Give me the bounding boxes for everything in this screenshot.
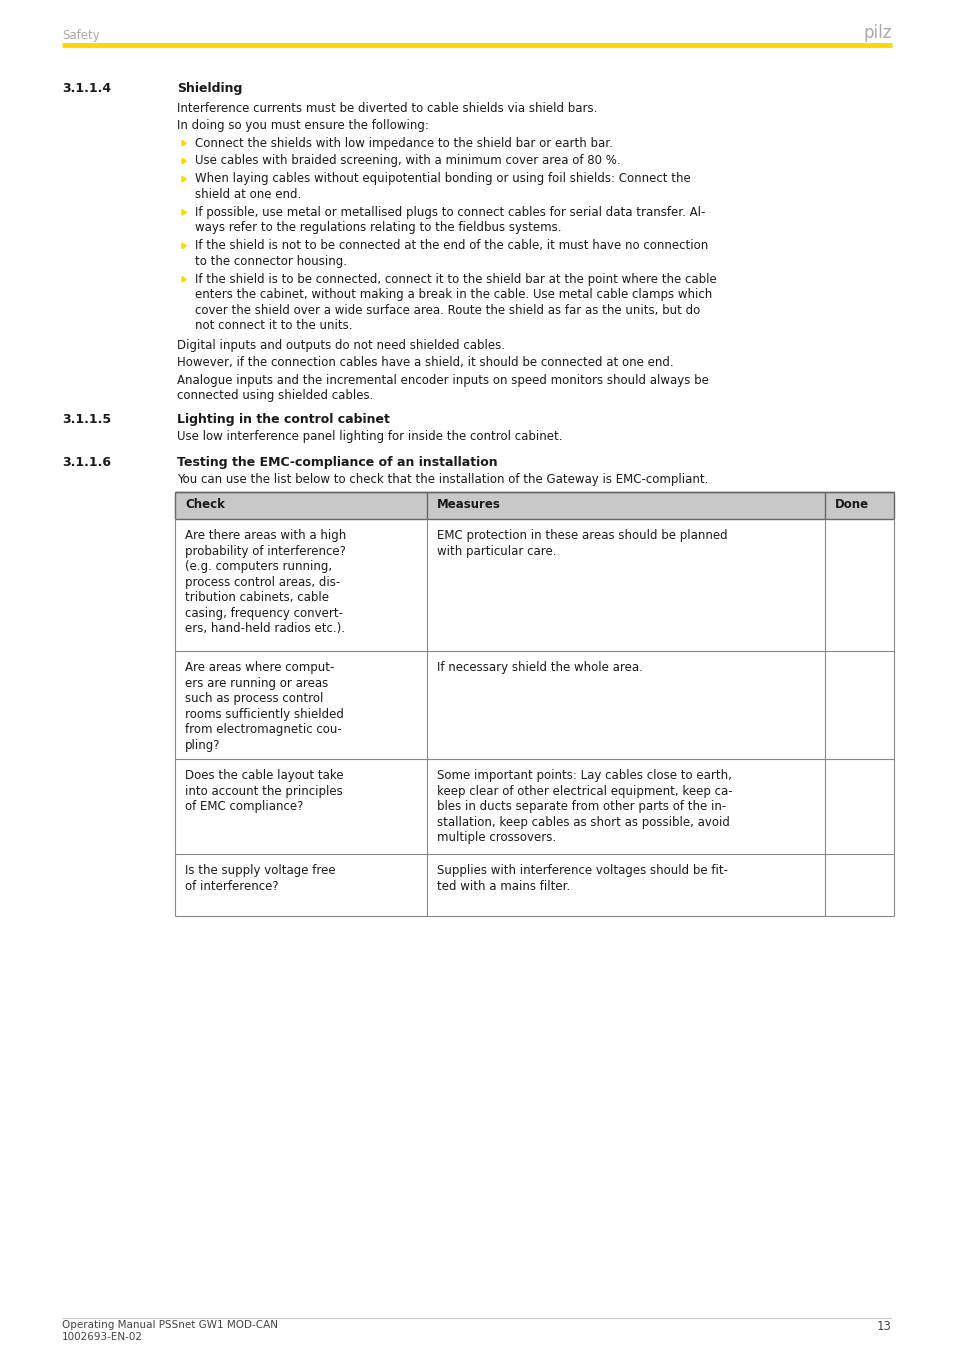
Text: pilz: pilz — [862, 24, 891, 42]
Polygon shape — [182, 209, 186, 215]
Text: bles in ducts separate from other parts of the in-: bles in ducts separate from other parts … — [436, 801, 725, 813]
Text: ways refer to the regulations relating to the fieldbus systems.: ways refer to the regulations relating t… — [194, 221, 561, 234]
Text: rooms sufficiently shielded: rooms sufficiently shielded — [185, 707, 343, 721]
Text: enters the cabinet, without making a break in the cable. Use metal cable clamps : enters the cabinet, without making a bre… — [194, 288, 712, 301]
Polygon shape — [182, 177, 186, 182]
Text: Is the supply voltage free: Is the supply voltage free — [185, 864, 335, 878]
Bar — [174, 493, 893, 520]
Text: to the connector housing.: to the connector housing. — [194, 255, 347, 267]
Text: However, if the connection cables have a shield, it should be connected at one e: However, if the connection cables have a… — [177, 356, 673, 370]
Text: of EMC compliance?: of EMC compliance? — [185, 801, 303, 813]
Text: ers are running or areas: ers are running or areas — [185, 676, 328, 690]
Text: 13: 13 — [876, 1320, 891, 1332]
Text: keep clear of other electrical equipment, keep ca-: keep clear of other electrical equipment… — [436, 784, 732, 798]
Text: Done: Done — [834, 498, 868, 512]
Text: Digital inputs and outputs do not need shielded cables.: Digital inputs and outputs do not need s… — [177, 339, 504, 352]
Text: cover the shield over a wide surface area. Route the shield as far as the units,: cover the shield over a wide surface are… — [194, 304, 700, 316]
Text: such as process control: such as process control — [185, 693, 323, 705]
Text: ted with a mains filter.: ted with a mains filter. — [436, 880, 570, 892]
Text: When laying cables without equipotential bonding or using foil shields: Connect : When laying cables without equipotential… — [194, 173, 690, 185]
Text: Some important points: Lay cables close to earth,: Some important points: Lay cables close … — [436, 769, 731, 782]
Text: Check: Check — [185, 498, 225, 512]
Text: pling?: pling? — [185, 738, 220, 752]
Text: from electromagnetic cou-: from electromagnetic cou- — [185, 724, 341, 736]
Text: process control areas, dis-: process control areas, dis- — [185, 575, 340, 589]
Text: Use low interference panel lighting for inside the control cabinet.: Use low interference panel lighting for … — [177, 431, 562, 443]
Text: Are areas where comput-: Are areas where comput- — [185, 662, 334, 674]
Text: Use cables with braided screening, with a minimum cover area of 80 %.: Use cables with braided screening, with … — [194, 154, 620, 167]
Text: Testing the EMC-compliance of an installation: Testing the EMC-compliance of an install… — [177, 456, 497, 468]
Text: Safety: Safety — [62, 28, 100, 42]
Text: shield at one end.: shield at one end. — [194, 188, 301, 201]
Text: casing, frequency convert-: casing, frequency convert- — [185, 606, 343, 620]
Text: Are there areas with a high: Are there areas with a high — [185, 529, 346, 543]
Text: Interference currents must be diverted to cable shields via shield bars.: Interference currents must be diverted t… — [177, 101, 597, 115]
Text: into account the principles: into account the principles — [185, 784, 342, 798]
Text: not connect it to the units.: not connect it to the units. — [194, 319, 352, 332]
Text: multiple crossovers.: multiple crossovers. — [436, 832, 556, 844]
Text: Measures: Measures — [436, 498, 500, 512]
Text: 3.1.1.6: 3.1.1.6 — [62, 456, 111, 468]
Text: of interference?: of interference? — [185, 880, 278, 892]
Text: 3.1.1.5: 3.1.1.5 — [62, 413, 111, 425]
Text: If possible, use metal or metallised plugs to connect cables for serial data tra: If possible, use metal or metallised plu… — [194, 205, 704, 219]
Text: If the shield is to be connected, connect it to the shield bar at the point wher: If the shield is to be connected, connec… — [194, 273, 716, 285]
Text: Operating Manual PSSnet GW1 MOD-CAN: Operating Manual PSSnet GW1 MOD-CAN — [62, 1320, 277, 1330]
Polygon shape — [182, 158, 186, 163]
Text: You can use the list below to check that the installation of the Gateway is EMC-: You can use the list below to check that… — [177, 474, 708, 486]
Bar — [174, 651, 893, 759]
Bar — [174, 520, 893, 651]
Text: (e.g. computers running,: (e.g. computers running, — [185, 560, 332, 574]
Text: Supplies with interference voltages should be fit-: Supplies with interference voltages shou… — [436, 864, 727, 878]
Text: Analogue inputs and the incremental encoder inputs on speed monitors should alwa: Analogue inputs and the incremental enco… — [177, 374, 708, 387]
Text: ers, hand-held radios etc.).: ers, hand-held radios etc.). — [185, 622, 345, 634]
Text: connected using shielded cables.: connected using shielded cables. — [177, 389, 373, 402]
Text: tribution cabinets, cable: tribution cabinets, cable — [185, 591, 329, 603]
Text: If necessary shield the whole area.: If necessary shield the whole area. — [436, 662, 642, 674]
Polygon shape — [182, 277, 186, 282]
Text: If the shield is not to be connected at the end of the cable, it must have no co: If the shield is not to be connected at … — [194, 239, 707, 252]
Bar — [174, 759, 893, 855]
Bar — [174, 855, 893, 917]
Text: Connect the shields with low impedance to the shield bar or earth bar.: Connect the shields with low impedance t… — [194, 136, 612, 150]
Text: Shielding: Shielding — [177, 82, 242, 94]
Text: with particular care.: with particular care. — [436, 544, 556, 558]
Polygon shape — [182, 140, 186, 146]
Text: In doing so you must ensure the following:: In doing so you must ensure the followin… — [177, 119, 429, 132]
Text: 1002693-EN-02: 1002693-EN-02 — [62, 1332, 143, 1342]
Text: probability of interference?: probability of interference? — [185, 544, 346, 558]
Text: 3.1.1.4: 3.1.1.4 — [62, 82, 111, 94]
Text: stallation, keep cables as short as possible, avoid: stallation, keep cables as short as poss… — [436, 815, 729, 829]
Text: Lighting in the control cabinet: Lighting in the control cabinet — [177, 413, 390, 425]
Text: EMC protection in these areas should be planned: EMC protection in these areas should be … — [436, 529, 727, 543]
Text: Does the cable layout take: Does the cable layout take — [185, 769, 343, 782]
Polygon shape — [182, 243, 186, 248]
